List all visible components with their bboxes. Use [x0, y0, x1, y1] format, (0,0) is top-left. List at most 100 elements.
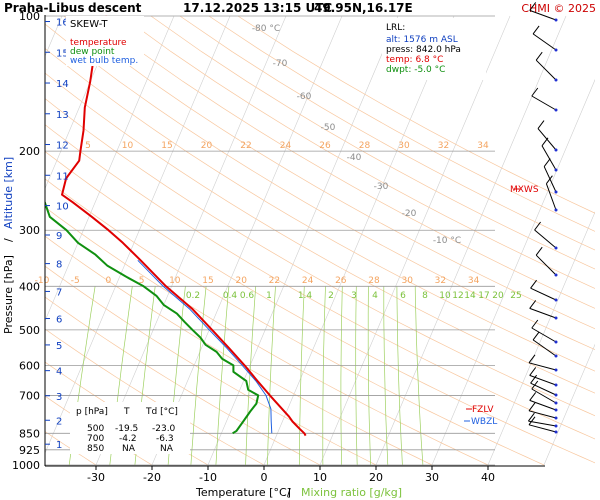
wind-barb-feather [530, 279, 537, 289]
table-background [70, 402, 190, 454]
header-datetime: 17.12.2025 13:15 UTC [183, 1, 332, 15]
pressure-tick-label: 400 [19, 280, 40, 293]
mixing-ratio-label-upper: 32 [438, 141, 449, 151]
wind-barb [528, 410, 557, 419]
dry-adiabat-line [121, 15, 595, 289]
wind-barb-feather [543, 158, 551, 167]
pressure-tick-label: 500 [19, 324, 40, 337]
mixing-ratio-label-lower: 10 [439, 291, 451, 301]
wind-barb [528, 420, 557, 427]
lrl-temp: temp: 6.8 °C [386, 55, 443, 65]
wind-barb-feather [532, 331, 540, 341]
wind-barb-dot [554, 168, 558, 172]
mixing-ratio-label-lower: 8 [422, 291, 428, 301]
wind-barb [541, 145, 557, 171]
dry-adiabat-line [45, 124, 595, 440]
altitude-tick-label: 14 [56, 79, 69, 90]
legend-temperature: temperature [70, 38, 127, 48]
pressure-tick-label: 300 [19, 224, 40, 237]
wind-barb [531, 327, 557, 343]
dry-adiabat-line [45, 151, 595, 464]
wind-barb [532, 33, 557, 51]
isotherm-line [95, 15, 287, 466]
wind-barb-feather [532, 25, 540, 35]
legend-wetbulb: wet bulb temp. [70, 56, 138, 66]
pressure-tick-label: 200 [19, 145, 40, 158]
mixing-ratio-label-lower: 17 [478, 291, 489, 301]
wind-barbs [528, 2, 558, 434]
wind-barb-feather [535, 246, 543, 256]
isotherm-label: -70 [273, 59, 288, 69]
pressure-tick-label: 100 [19, 10, 40, 23]
mxws-marker: MXWS [510, 185, 539, 195]
wind-barb-dot [554, 383, 558, 387]
mixing-ratio-label-upper: 30 [398, 141, 410, 151]
mixing-ratio-labels: 5 10 15 20 22 24 26 28 30 32 34-10 -5 0 5 10 15 20 22 24 26… [35, 141, 522, 301]
temperature-tick-label: -10 [199, 471, 217, 484]
plot-area [45, 15, 595, 466]
wind-barb [535, 59, 557, 81]
xlabel-separator: / [287, 486, 291, 499]
xlabel-temperature: Temperature [°C] [195, 486, 291, 499]
dewpoint-line [45, 201, 260, 435]
mixing-ratio-label-lower: 1.4 [298, 291, 313, 301]
table-row-p: 700 [87, 434, 104, 444]
wind-barb-dot [554, 78, 558, 82]
ylabel-altitude: Altitude [km] [2, 157, 15, 229]
wind-barb-dot [554, 408, 558, 412]
wind-barb-feather [529, 392, 537, 401]
dry-adiabat-label-middle: 32 [435, 276, 446, 286]
wind-barb-dot [554, 340, 558, 344]
mixing-ratio-label-upper: 20 [201, 141, 213, 151]
dry-adiabat-label-middle: 0 [106, 276, 112, 286]
isotherm-line [207, 15, 399, 466]
wind-barb-feather [537, 120, 545, 129]
wind-barb-dot [554, 430, 558, 434]
wetbulb-line [137, 259, 273, 434]
mixing-ratio-label-lower: 25 [510, 291, 521, 301]
dry-adiabat-label-middle: 28 [368, 276, 380, 286]
isotherm-line [487, 211, 595, 466]
wind-barb-feather [528, 402, 536, 412]
wind-barb-feather [546, 175, 553, 184]
wind-barb [534, 229, 557, 249]
altitude-tick-label: 7 [56, 287, 62, 298]
wind-barb-feather [530, 374, 537, 384]
dry-adiabat-label-middle: 26 [335, 276, 347, 286]
level-table: p [hPa] T Td [°C] 500 -19.5 -23.0 700 -4… [70, 402, 190, 454]
wind-barb-feather [528, 354, 536, 364]
wind-barb [545, 183, 557, 211]
isotherm-label: -80 °C [252, 24, 280, 34]
dry-adiabat-line [237, 15, 595, 214]
isotherm-labels: -80 °C -70 -60 -50 -40 -30 -20 -10 °C [252, 24, 461, 246]
isotherm-line [319, 15, 511, 466]
wind-barb-dot [554, 316, 558, 320]
altitude-tick-label: 3 [56, 392, 62, 403]
table-row-p: 850 [87, 444, 104, 454]
wind-barb-dot [554, 190, 558, 194]
wind-barb-feather [534, 221, 541, 231]
wind-barb-dot [554, 273, 558, 277]
altitude-tick-label: 5 [56, 341, 62, 352]
mixing-ratio-label-lower: 0.2 [186, 291, 200, 301]
mixing-ratio-label-upper: 24 [280, 141, 292, 151]
dry-adiabat-label-middle: 20 [235, 276, 247, 286]
table-header-t: T [123, 407, 130, 417]
dry-adiabat-line [63, 15, 595, 330]
isotherm-line [263, 15, 455, 466]
mixing-ratio-label-lower: 0.6 [240, 291, 255, 301]
lrl-dwpt: dwpt: -5.0 °C [386, 65, 445, 75]
temperature-tick-label: 20 [369, 471, 383, 484]
wbzl-marker: WBZL [471, 417, 497, 427]
ylabel-pressure: Pressure [hPa] [2, 255, 15, 334]
pressure-tick-label: 700 [19, 389, 40, 402]
wind-barb-dot [554, 393, 558, 397]
wind-barb [531, 95, 557, 111]
table-row-p: 500 [87, 424, 104, 434]
mixing-ratio-label-upper: 15 [161, 141, 172, 151]
wind-barb-dot [554, 298, 558, 302]
altitude-tick-label: 10 [56, 202, 69, 213]
pressure-tick-label: 600 [19, 359, 40, 372]
header-mode: descent [88, 1, 142, 15]
